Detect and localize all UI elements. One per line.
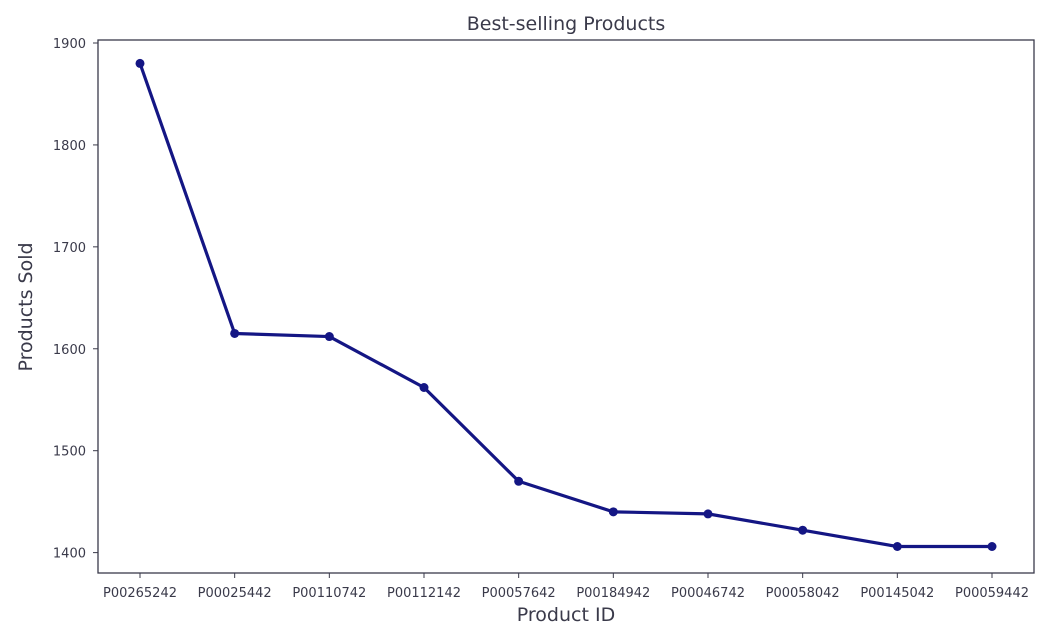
data-point	[324, 332, 334, 342]
series-group	[135, 58, 997, 551]
data-point	[703, 509, 713, 519]
y-tick-label: 1400	[53, 547, 86, 562]
y-tick-label: 1600	[53, 343, 86, 358]
y-tick-label: 1700	[53, 241, 86, 256]
x-tick-label: P00110742	[292, 586, 366, 601]
chart-title: Best-selling Products	[467, 13, 666, 35]
y-tick-label: 1800	[53, 139, 86, 154]
data-point	[135, 58, 145, 68]
y-axis-label: Products Sold	[15, 242, 37, 371]
x-axis: P00265242 P00025442 P00110742 P00112142 P000…	[103, 573, 1029, 601]
x-tick-label: P00025442	[198, 586, 272, 601]
x-tick-label: P00265242	[103, 586, 177, 601]
data-point	[608, 507, 618, 517]
y-tick-label: 1500	[53, 445, 86, 460]
data-point	[230, 328, 240, 338]
data-point	[419, 383, 429, 392]
data-point	[987, 542, 997, 551]
x-axis-label: Product ID	[517, 604, 615, 626]
data-point	[798, 525, 808, 535]
series-line	[138, 62, 992, 549]
data-point	[892, 542, 902, 551]
y-axis: 1400 1500 1600 1700 1800 1900	[53, 37, 98, 562]
x-tick-label: P00057642	[482, 586, 556, 601]
x-tick-label: P00058042	[766, 586, 840, 601]
plot-frame	[97, 39, 1035, 574]
y-tick-label: 1900	[53, 37, 86, 52]
data-point	[514, 476, 524, 486]
x-tick-label: P00046742	[671, 586, 745, 601]
x-tick-label: P00059442	[955, 586, 1029, 601]
x-tick-label: P00145042	[860, 586, 934, 601]
x-tick-label: P00184942	[576, 586, 650, 601]
x-tick-label: P00112142	[387, 586, 461, 601]
